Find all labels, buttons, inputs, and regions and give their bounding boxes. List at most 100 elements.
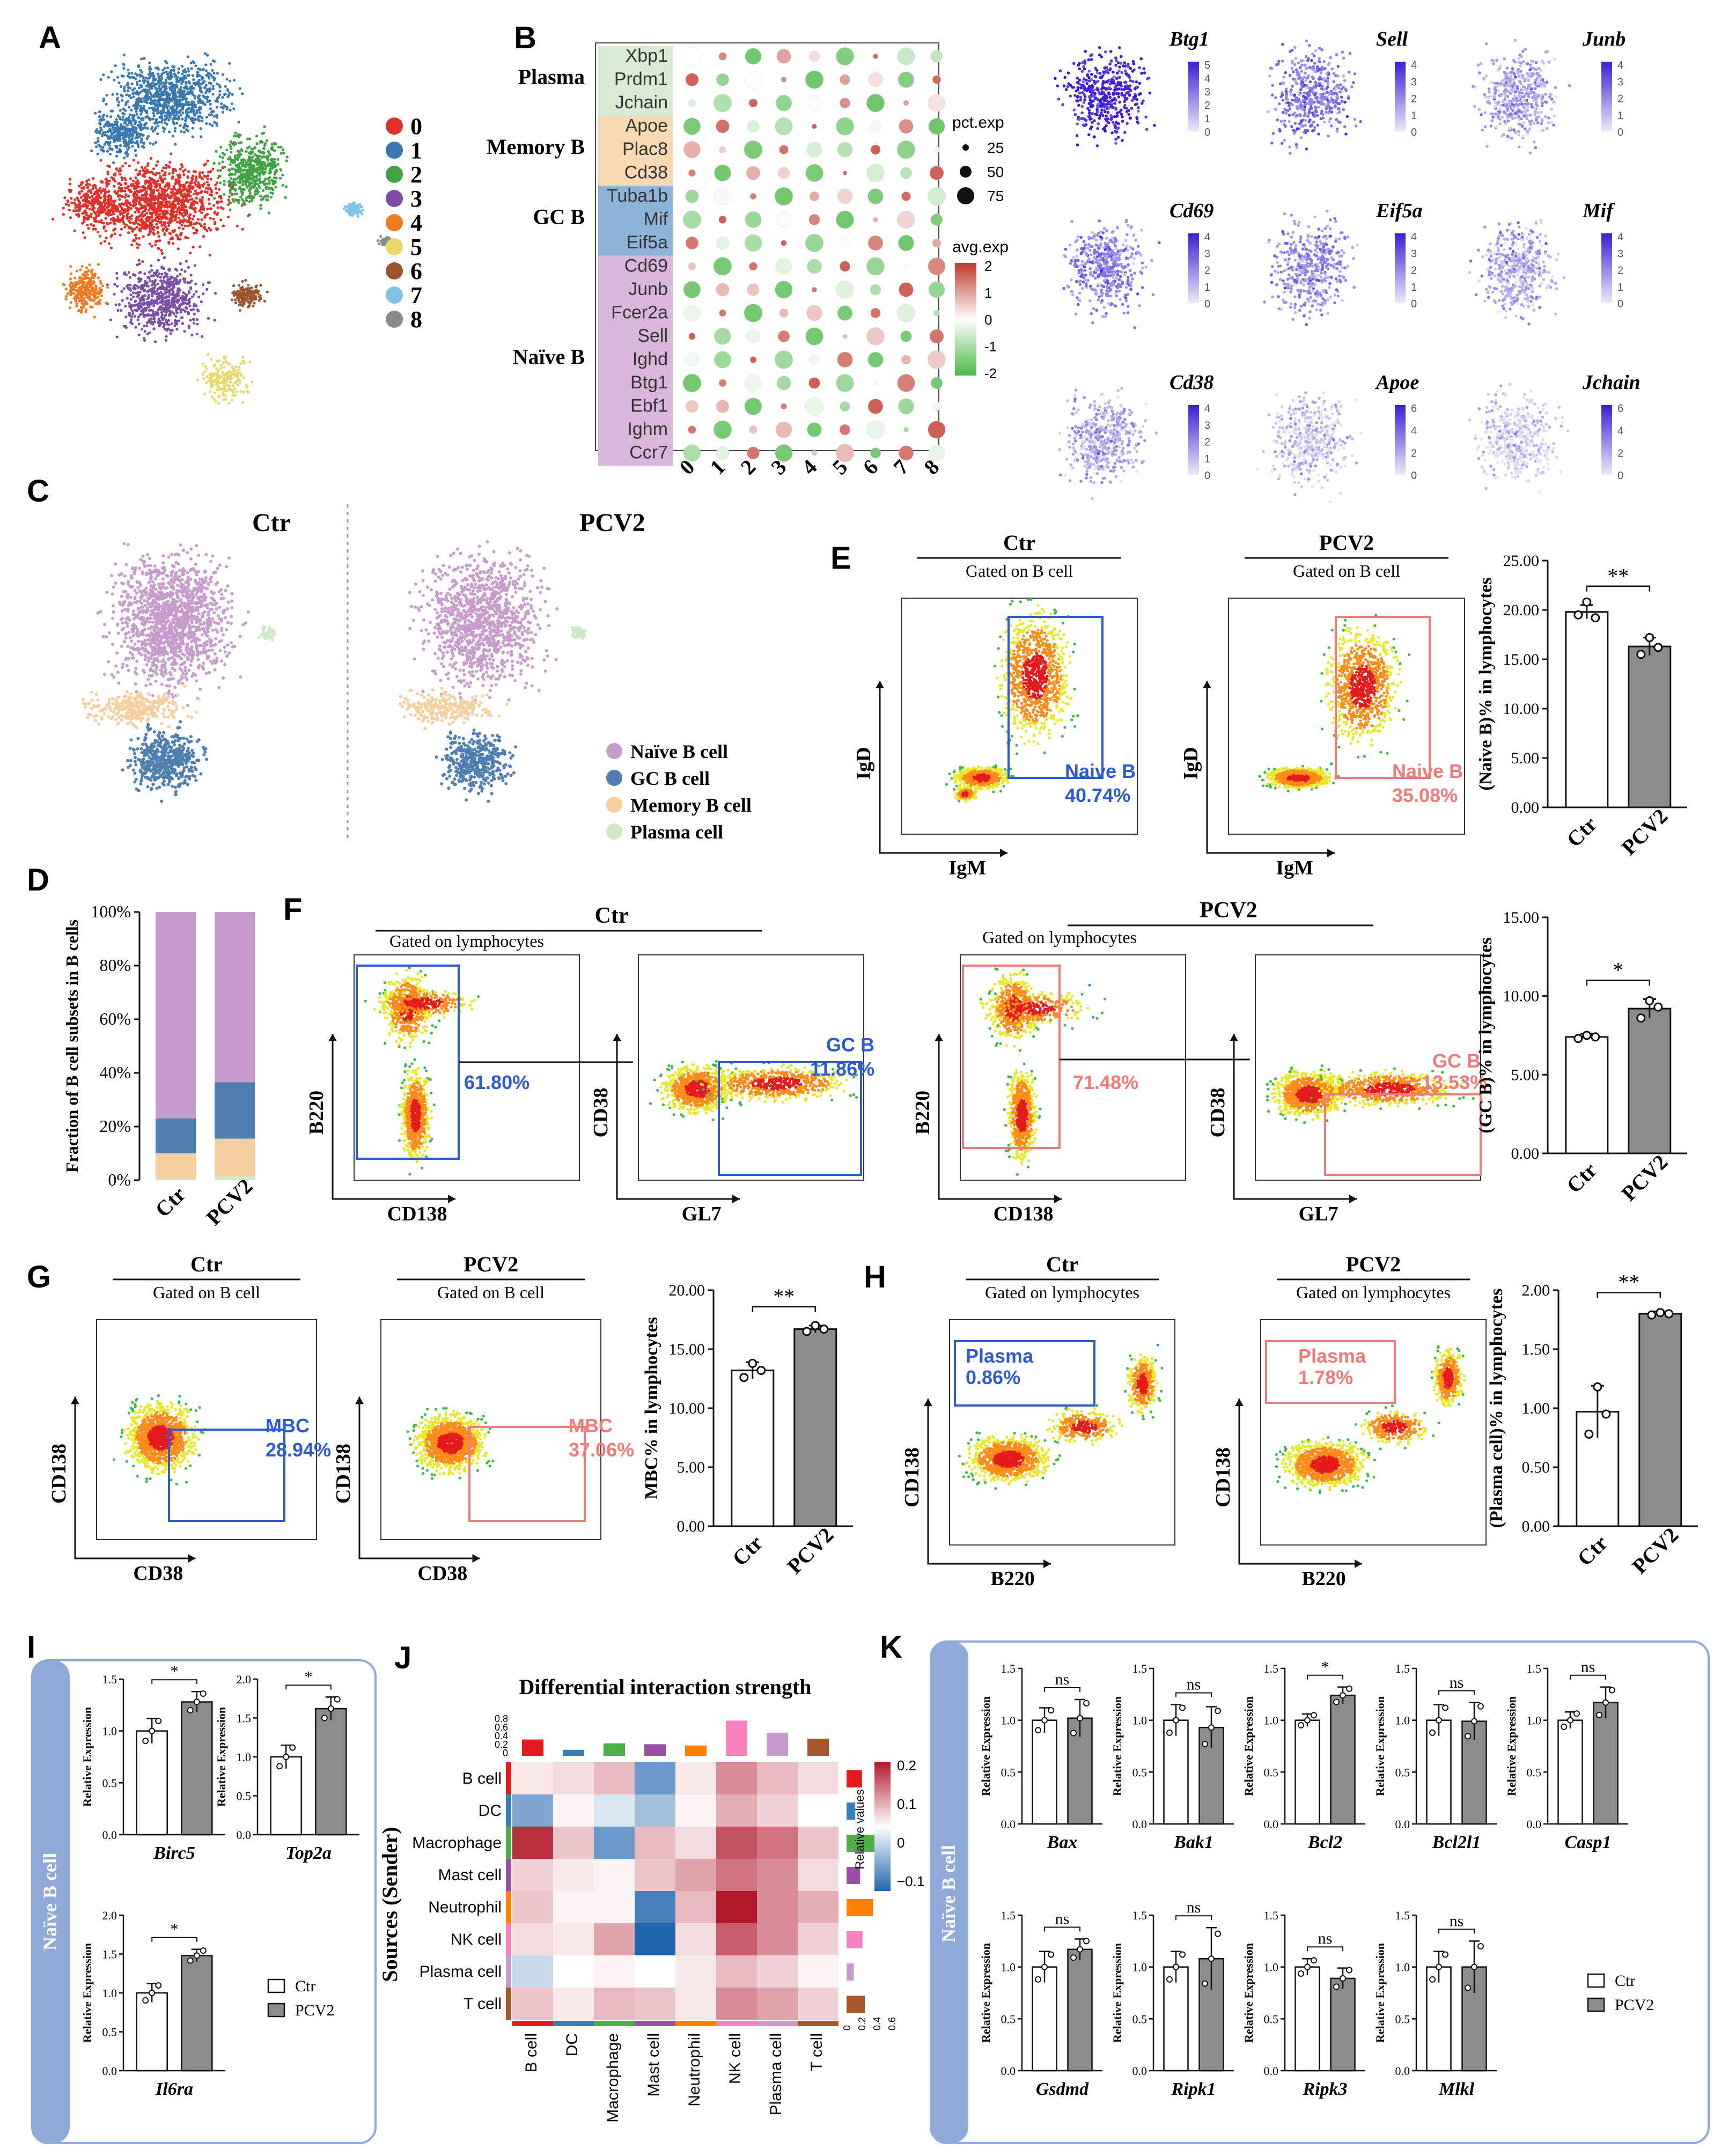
- panel-label-h: H: [864, 1260, 886, 1294]
- umap-point: [216, 72, 219, 75]
- umap-point: [216, 106, 218, 108]
- umap-point: [211, 110, 214, 113]
- umap-point: [157, 99, 159, 102]
- umap-point: [192, 218, 194, 220]
- umap-point: [181, 112, 184, 114]
- umap-point: [135, 110, 137, 113]
- umap-point: [127, 75, 129, 77]
- umap-point: [148, 62, 151, 64]
- umap-point: [207, 75, 210, 78]
- umap-point: [168, 112, 171, 114]
- umap-point: [190, 91, 193, 94]
- panel-label-b: B: [514, 20, 536, 55]
- umap-point: [210, 82, 212, 85]
- umap-point: [148, 107, 151, 109]
- umap-point: [117, 104, 120, 107]
- umap-point: [181, 106, 184, 109]
- umap-clusters: [52, 52, 394, 404]
- umap-point: [212, 87, 215, 90]
- umap-point: [136, 92, 138, 95]
- umap-point: [207, 160, 209, 163]
- umap-point: [198, 79, 201, 82]
- umap-point: [209, 103, 212, 106]
- panel-label-d: D: [27, 863, 49, 897]
- umap-point: [222, 107, 224, 109]
- umap-point: [205, 116, 208, 119]
- umap-point: [146, 98, 149, 101]
- umap-point: [210, 178, 212, 181]
- umap-point: [155, 223, 158, 226]
- umap-point: [193, 82, 195, 85]
- umap-point: [141, 107, 144, 109]
- umap-point: [164, 127, 166, 130]
- umap-point: [204, 52, 207, 55]
- umap-point: [204, 91, 207, 94]
- umap-point: [241, 92, 244, 95]
- umap-point: [116, 76, 119, 79]
- umap-point: [178, 217, 180, 219]
- umap-point: [187, 130, 189, 133]
- umap-point: [167, 109, 170, 112]
- umap-point: [176, 220, 179, 223]
- umap-point: [201, 196, 204, 198]
- umap-point: [200, 91, 203, 93]
- umap-point: [171, 90, 173, 92]
- umap-point: [194, 118, 197, 121]
- umap-point: [190, 111, 193, 113]
- umap-point: [167, 119, 170, 121]
- umap-point: [160, 121, 163, 124]
- umap-point: [156, 133, 159, 135]
- umap-point: [126, 84, 128, 86]
- umap-point: [175, 113, 178, 116]
- umap-point: [212, 60, 215, 62]
- umap-point: [110, 70, 113, 73]
- umap-point: [149, 68, 152, 70]
- umap-point: [194, 189, 197, 192]
- umap-point: [149, 91, 151, 94]
- umap-point: [172, 135, 174, 137]
- umap-point: [215, 122, 218, 124]
- umap-point: [183, 90, 186, 93]
- umap-point: [198, 222, 201, 225]
- umap-point: [170, 73, 173, 76]
- umap-point: [138, 259, 141, 262]
- umap-point: [125, 101, 128, 104]
- umap-point: [163, 93, 165, 96]
- umap-point: [149, 72, 152, 75]
- umap-point: [180, 86, 182, 89]
- umap-point: [212, 85, 215, 87]
- umap-point: [166, 67, 169, 69]
- umap-point: [138, 100, 141, 103]
- umap-point: [152, 112, 155, 115]
- umap-point: [175, 84, 178, 87]
- umap-point: [174, 98, 177, 100]
- umap-point: [143, 100, 146, 102]
- umap-point: [117, 101, 120, 104]
- umap-point: [175, 122, 178, 124]
- umap-point: [144, 109, 147, 112]
- umap-point: [174, 130, 176, 133]
- umap-point: [210, 114, 213, 116]
- umap-point: [201, 69, 204, 71]
- umap-point: [127, 69, 129, 71]
- umap-point: [159, 103, 161, 106]
- umap-point: [133, 76, 135, 79]
- umap-point: [177, 115, 180, 118]
- umap-point: [146, 89, 149, 91]
- umap-point: [154, 87, 157, 90]
- umap-point: [196, 71, 198, 73]
- umap-point: [205, 84, 208, 86]
- umap-point: [185, 81, 187, 84]
- umap-point: [239, 87, 241, 90]
- umap-point: [155, 118, 157, 121]
- umap-point: [159, 93, 161, 95]
- umap-point: [169, 116, 172, 119]
- umap-point: [158, 95, 161, 98]
- umap-point: [187, 67, 189, 70]
- umap-point: [173, 109, 176, 112]
- umap-point: [190, 119, 193, 122]
- umap-point: [233, 79, 236, 82]
- umap-point: [206, 95, 209, 98]
- umap-point: [142, 76, 145, 79]
- umap-point: [213, 72, 216, 75]
